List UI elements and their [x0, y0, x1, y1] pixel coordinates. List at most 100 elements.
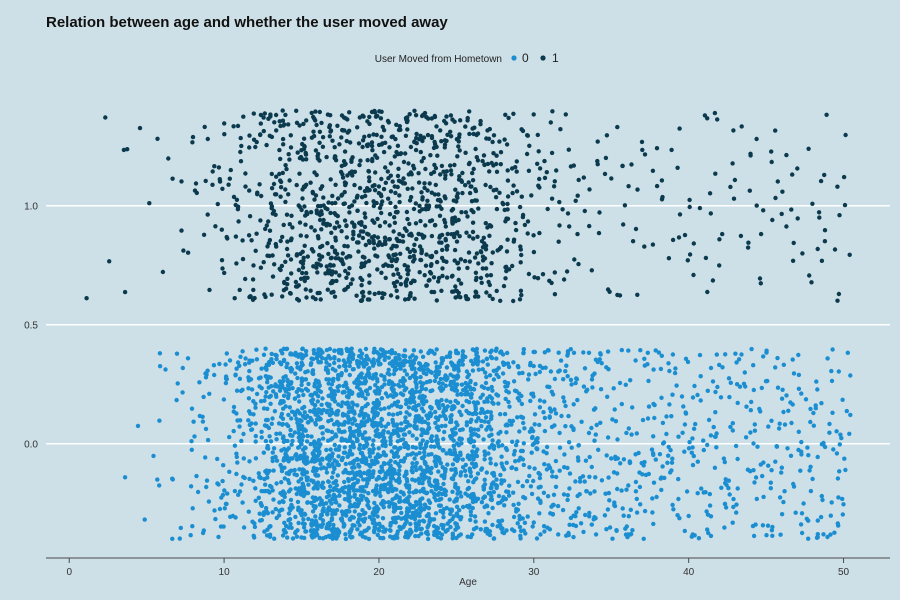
point-series-0: [575, 455, 581, 460]
point-series-1: [387, 237, 392, 242]
point-series-1: [708, 211, 713, 216]
point-series-0: [306, 516, 311, 522]
point-series-0: [433, 360, 438, 365]
point-series-0: [751, 441, 756, 446]
point-series-0: [230, 513, 236, 519]
point-series-1: [375, 113, 380, 119]
point-series-0: [785, 446, 790, 451]
point-series-1: [440, 273, 445, 279]
point-series-0: [466, 410, 471, 416]
point-series-0: [246, 378, 252, 383]
point-series-1: [342, 243, 347, 249]
point-series-0: [605, 507, 611, 512]
point-series-0: [285, 361, 290, 366]
point-series-1: [359, 261, 364, 266]
point-series-0: [439, 532, 445, 537]
point-series-1: [333, 200, 338, 206]
point-series-0: [288, 432, 293, 438]
point-series-1: [370, 184, 375, 189]
point-series-0: [409, 515, 414, 520]
point-series-0: [424, 399, 429, 404]
point-series-1: [439, 255, 445, 261]
point-series-0: [535, 440, 540, 445]
point-series-0: [403, 482, 409, 488]
point-series-1: [401, 176, 406, 181]
point-series-1: [502, 137, 507, 142]
point-series-0: [436, 380, 442, 386]
point-series-0: [475, 471, 481, 476]
point-series-0: [412, 423, 417, 429]
point-series-1: [513, 227, 519, 233]
point-series-1: [754, 203, 759, 208]
point-series-0: [189, 439, 194, 444]
point-series-1: [511, 111, 516, 117]
point-series-0: [452, 367, 457, 372]
point-series-1: [380, 295, 385, 300]
point-series-0: [458, 450, 463, 455]
point-series-0: [710, 379, 716, 384]
point-series-1: [300, 157, 306, 162]
point-series-0: [815, 387, 820, 392]
point-series-0: [842, 456, 847, 461]
point-series-0: [541, 490, 547, 495]
point-series-0: [339, 438, 344, 443]
point-series-0: [453, 398, 458, 404]
point-series-1: [303, 222, 308, 227]
point-series-0: [416, 533, 421, 539]
point-series-0: [346, 403, 351, 408]
point-series-1: [488, 273, 494, 278]
point-series-0: [234, 471, 239, 477]
point-series-0: [606, 475, 611, 480]
point-series-1: [547, 278, 552, 283]
point-series-0: [317, 444, 322, 449]
point-series-0: [328, 437, 333, 442]
point-series-1: [360, 138, 366, 143]
point-series-1: [500, 200, 505, 206]
point-series-0: [571, 426, 576, 431]
point-series-0: [386, 367, 391, 372]
point-series-0: [326, 493, 332, 498]
point-series-0: [659, 487, 664, 493]
point-series-1: [297, 220, 303, 225]
point-series-0: [334, 536, 339, 541]
point-series-0: [398, 404, 404, 409]
point-series-0: [282, 465, 287, 470]
point-series-0: [750, 523, 756, 529]
point-series-1: [362, 211, 367, 216]
point-series-1: [513, 220, 518, 226]
point-series-1: [312, 116, 317, 122]
point-series-0: [290, 438, 295, 444]
point-series-1: [239, 143, 244, 149]
point-series-1: [280, 118, 286, 123]
point-series-0: [339, 347, 344, 353]
point-series-1: [155, 136, 160, 141]
point-series-1: [417, 203, 422, 208]
point-series-0: [411, 348, 417, 353]
point-series-0: [339, 373, 344, 378]
point-series-1: [462, 258, 468, 264]
point-series-0: [482, 457, 487, 462]
point-series-0: [766, 463, 771, 468]
point-series-1: [432, 192, 438, 197]
point-series-0: [350, 523, 355, 528]
point-series-0: [660, 441, 666, 446]
point-series-0: [151, 453, 156, 459]
point-series-0: [806, 518, 811, 523]
point-series-0: [566, 440, 572, 445]
point-series-1: [250, 277, 256, 282]
point-series-0: [468, 509, 473, 514]
point-series-0: [281, 357, 287, 363]
point-series-0: [597, 357, 602, 362]
y-axis-labels: 0.00.51.0: [24, 201, 38, 450]
point-series-0: [612, 500, 617, 505]
point-series-0: [343, 485, 348, 490]
point-series-0: [550, 511, 556, 517]
point-series-0: [366, 370, 371, 375]
point-series-1: [313, 193, 319, 198]
point-series-0: [612, 407, 617, 412]
point-series-1: [361, 114, 366, 119]
point-series-0: [413, 478, 418, 483]
point-series-1: [308, 288, 313, 293]
point-series-1: [478, 275, 484, 281]
point-series-0: [488, 456, 493, 461]
